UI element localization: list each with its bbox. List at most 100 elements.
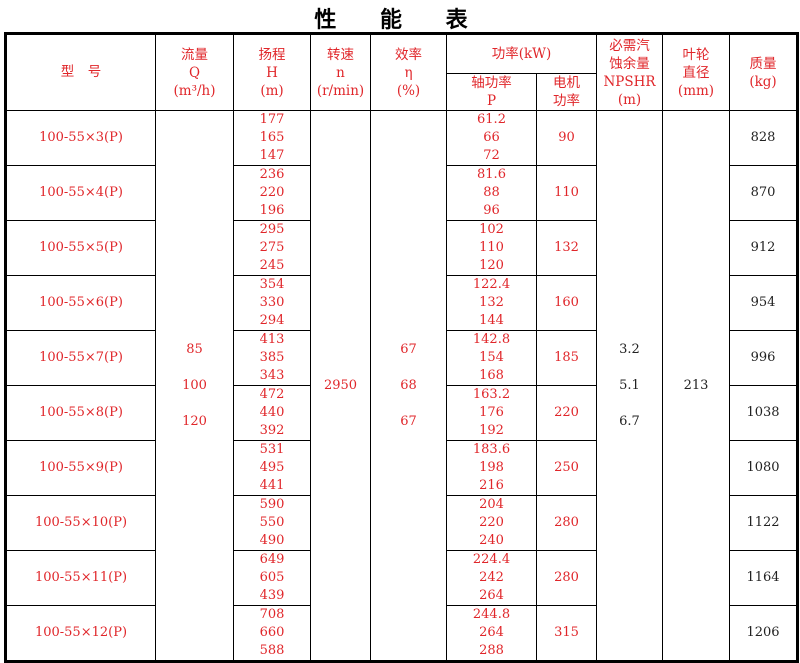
mass-cell: 1206 [729,605,798,662]
table-row: 100-55×5(P) 295 275 245 102 110 120 132 912 [5,220,798,276]
efficiency-value: 67 [400,341,417,357]
header-model: 型 号 [5,33,156,111]
shaft-power-value: 122.4 [472,277,511,292]
shaft-power-value: 240 [479,533,504,548]
header-efficiency: 效率 η (%) [370,33,447,111]
head-cell: 177 165 147 [233,110,311,166]
header-mass: 质量 (kg) [729,33,798,111]
shaft-power-cell: 163.2 176 192 [446,385,537,441]
model-cell: 100-55×11(P) [5,550,156,606]
motor-power-cell: 110 [536,165,597,221]
efficiency-cell: 67 68 67 [370,110,447,662]
head-cell: 295 275 245 [233,220,311,276]
table-row: 100-55×8(P) 472 440 392 163.2 176 192 220 1038 [5,385,798,441]
shaft-power-cell: 102 110 120 [446,220,537,276]
performance-table: 型 号 流量 Q (m³/h) 扬程 H (m) 转速 n (r/min) 效率 η (%) 功… [4,32,799,663]
head-cell: 708 660 588 [233,605,311,662]
motor-power-cell: 250 [536,440,597,496]
npshr-value: 5.1 [619,377,640,393]
shaft-power-value: 163.2 [472,387,511,402]
head-value: 649 [259,552,285,567]
mass-cell: 828 [729,110,798,166]
head-value: 439 [259,588,285,603]
shaft-power-cell: 81.6 88 96 [446,165,537,221]
npshr-value: 6.7 [619,413,640,429]
head-value: 220 [259,185,285,200]
shaft-power-cell: 142.8 154 168 [446,330,537,386]
shaft-power-value: 110 [479,240,504,255]
head-value: 294 [259,313,285,328]
motor-power-cell: 315 [536,605,597,662]
head-value: 165 [259,130,285,145]
shaft-power-value: 61.2 [477,112,506,127]
shaft-power-value: 242 [479,570,504,585]
head-value: 385 [259,350,285,365]
head-value: 147 [259,148,285,163]
head-value: 236 [259,167,285,182]
table-row: 100-55×10(P) 590 550 490 204 220 240 280 1122 [5,495,798,551]
head-cell: 531 495 441 [233,440,311,496]
npshr-value: 3.2 [619,341,640,357]
shaft-power-value: 132 [479,295,504,310]
header-speed: 转速 n (r/min) [310,33,371,111]
shaft-power-value: 220 [479,515,504,530]
head-value: 531 [259,442,285,457]
shaft-power-value: 198 [479,460,504,475]
motor-power-cell: 280 [536,550,597,606]
flow-value: 120 [182,413,207,429]
head-value: 590 [259,497,285,512]
head-value: 413 [259,332,285,347]
model-cell: 100-55×12(P) [5,605,156,662]
shaft-power-value: 288 [479,643,504,658]
head-value: 441 [259,478,285,493]
shaft-power-value: 244.8 [472,607,511,622]
mass-cell: 1038 [729,385,798,441]
shaft-power-cell: 224.4 242 264 [446,550,537,606]
mass-cell: 1164 [729,550,798,606]
shaft-power-value: 120 [479,258,504,273]
mass-cell: 1122 [729,495,798,551]
shaft-power-value: 204 [479,497,504,512]
head-value: 550 [259,515,285,530]
shaft-power-value: 72 [483,148,500,163]
table-row: 100-55×3(P) 85 100 120 177 165 147 2950 67 68 67 61… [5,110,798,662]
model-cell: 100-55×5(P) [5,220,156,276]
table-row: 100-55×6(P) 354 330 294 122.4 132 144 160 954 [5,275,798,331]
shaft-power-value: 142.8 [472,332,511,347]
model-cell: 100-55×8(P) [5,385,156,441]
head-value: 708 [259,607,285,622]
head-value: 343 [259,368,285,383]
header-impeller: 叶轮 直径 (mm) [662,33,730,111]
shaft-power-value: 88 [483,185,500,200]
shaft-power-value: 264 [479,588,504,603]
motor-power-cell: 160 [536,275,597,331]
motor-power-cell: 220 [536,385,597,441]
head-value: 330 [259,295,285,310]
model-cell: 100-55×10(P) [5,495,156,551]
efficiency-value: 68 [400,377,417,393]
model-cell: 100-55×9(P) [5,440,156,496]
header-motor-power: 电机 功率 [536,73,597,111]
head-value: 588 [259,643,285,658]
npshr-cell: 3.2 5.1 6.7 [596,110,663,662]
table-row: 100-55×7(P) 413 385 343 142.8 154 168 185 996 [5,330,798,386]
shaft-power-value: 154 [479,350,504,365]
efficiency-value: 67 [400,413,417,429]
mass-cell: 912 [729,220,798,276]
flow-value: 100 [182,377,207,393]
head-cell: 472 440 392 [233,385,311,441]
shaft-power-cell: 244.8 264 288 [446,605,537,662]
table-row: 100-55×12(P) 708 660 588 244.8 264 288 315 1206 [5,605,798,662]
model-cell: 100-55×6(P) [5,275,156,331]
shaft-power-value: 66 [483,130,500,145]
shaft-power-value: 192 [479,423,504,438]
model-cell: 100-55×7(P) [5,330,156,386]
head-value: 472 [259,387,285,402]
impeller-cell: 213 [662,110,730,662]
header-flow: 流量 Q (m³/h) [155,33,234,111]
head-cell: 354 330 294 [233,275,311,331]
head-value: 177 [259,112,285,127]
shaft-power-value: 183.6 [472,442,511,457]
head-cell: 236 220 196 [233,165,311,221]
shaft-power-cell: 183.6 198 216 [446,440,537,496]
